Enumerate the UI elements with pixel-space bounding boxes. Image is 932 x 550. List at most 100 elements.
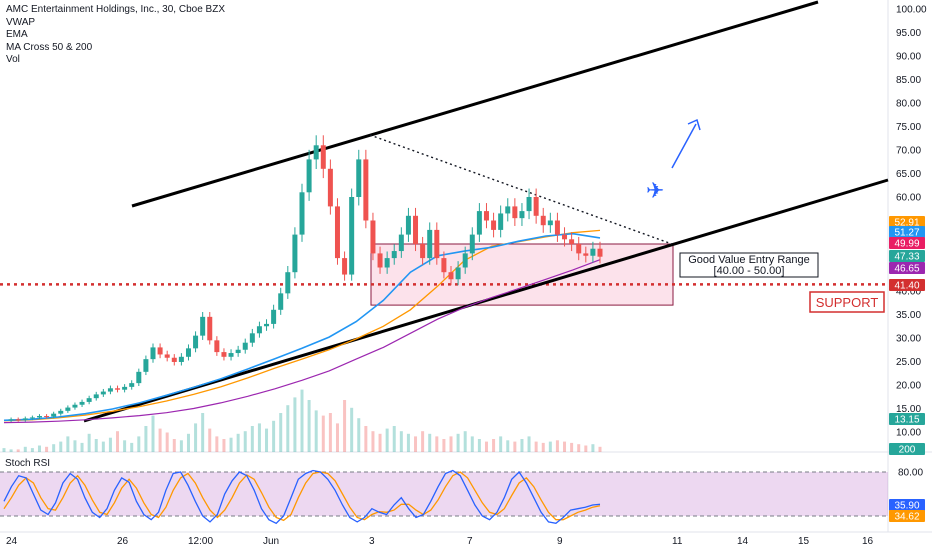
- stoch-rsi-badge: [889, 510, 925, 522]
- volume-bar: [570, 442, 574, 452]
- price-badge: [889, 226, 925, 238]
- price-badge-label: 13.15: [894, 415, 919, 426]
- candle-body: [285, 272, 291, 294]
- x-tick-label: 15: [798, 536, 810, 547]
- volume-bar: [378, 433, 382, 452]
- volume-bar: [477, 439, 481, 452]
- candle-body: [377, 253, 383, 268]
- candle-body: [157, 347, 163, 355]
- candle-body: [384, 258, 390, 268]
- volume-bar: [137, 436, 141, 452]
- stoch-rsi-tick: 80.00: [898, 468, 923, 479]
- stoch-rsi-badge-label: 35.90: [894, 501, 919, 512]
- price-badge-label: 46.65: [894, 264, 919, 275]
- legend-indicator-vol[interactable]: Vol: [6, 54, 20, 66]
- volume-bar: [449, 436, 453, 452]
- candle-body: [498, 213, 504, 230]
- entry-range-note-line2: [40.00 - 50.00]: [714, 265, 785, 277]
- candle-body: [306, 159, 312, 193]
- price-badge-label: 200: [899, 445, 916, 456]
- candle-body: [363, 159, 369, 221]
- price-badge-label: 51.27: [894, 228, 919, 239]
- price-badge-label: 47.33: [894, 252, 919, 263]
- price-badge: [889, 279, 925, 291]
- entry-range-note-line1: Good Value Entry Range: [688, 254, 809, 266]
- candle-body: [193, 335, 199, 349]
- volume-bar: [80, 442, 84, 452]
- volume-bar: [470, 436, 474, 452]
- candle-body: [469, 234, 475, 254]
- candle-body: [36, 416, 42, 418]
- volume-bar: [144, 426, 148, 452]
- volume-bar: [541, 442, 545, 452]
- legend-indicator-vwap[interactable]: VWAP: [6, 16, 36, 28]
- price-badge-label: 41.40: [894, 281, 919, 292]
- volume-bar: [456, 433, 460, 452]
- volume-bar: [364, 426, 368, 452]
- volume-bar: [101, 441, 105, 452]
- volume-bar: [492, 439, 496, 452]
- candle-body: [58, 410, 64, 414]
- candle-body: [164, 354, 170, 358]
- volume-bar: [335, 423, 339, 452]
- candle-body: [483, 211, 489, 221]
- ema-line: [3, 232, 601, 422]
- y-tick-label: 75.00: [896, 122, 921, 133]
- volume-bar: [73, 440, 77, 452]
- volume-bar: [257, 423, 261, 452]
- legend-indicator-ma-cross[interactable]: MA Cross 50 & 200: [6, 41, 93, 53]
- candle-body: [349, 197, 355, 275]
- volume-bar: [158, 428, 162, 452]
- upward-arrow-head: [687, 118, 701, 131]
- stoch-rsi-badge: [889, 499, 925, 511]
- candle-body: [590, 248, 596, 256]
- volume-bar: [236, 433, 240, 452]
- candle-body: [29, 417, 35, 419]
- y-tick-label: 80.00: [896, 99, 921, 110]
- volume-bar: [172, 439, 176, 452]
- candle-body: [313, 145, 319, 160]
- volume-bar: [37, 445, 41, 452]
- candle-body: [327, 168, 333, 207]
- y-tick-label: 95.00: [896, 28, 921, 39]
- stoch-rsi-title[interactable]: Stoch RSI: [5, 458, 51, 469]
- candle-body: [342, 258, 348, 275]
- volume-bar: [279, 413, 283, 452]
- volume-bar: [591, 444, 595, 452]
- volume-bar: [314, 410, 318, 452]
- candle-body: [8, 419, 14, 421]
- volume-bar: [392, 426, 396, 452]
- candle-body: [235, 349, 241, 354]
- volume-bar: [513, 441, 517, 452]
- volume-bar: [350, 407, 354, 452]
- y-tick-label: 90.00: [896, 52, 921, 63]
- entry-range-note-box: [679, 252, 819, 278]
- airplane-icon: ✈: [646, 179, 664, 204]
- candle-body: [72, 404, 78, 408]
- descending-resistance-line: [369, 134, 673, 245]
- support-label: SUPPORT: [816, 295, 879, 310]
- volume-bar: [435, 436, 439, 452]
- candle-body: [597, 248, 603, 257]
- volume-bar: [165, 432, 169, 452]
- volume-bar: [527, 436, 531, 452]
- volume-bar: [179, 440, 183, 452]
- volume-bar: [357, 418, 361, 452]
- candle-body: [533, 197, 539, 216]
- volume-bar: [343, 400, 347, 452]
- volume-bar: [94, 439, 98, 452]
- candle-body: [540, 215, 546, 226]
- stoch-rsi-badge-label: 34.62: [894, 512, 919, 523]
- volume-bar: [9, 449, 13, 452]
- legend-indicator-ema[interactable]: EMA: [6, 29, 28, 41]
- candle-body: [554, 220, 560, 235]
- volume-bar: [286, 405, 290, 452]
- candle-body: [476, 211, 482, 235]
- channel-lower-line: [83, 178, 889, 423]
- volume-bar: [484, 441, 488, 452]
- candle-body: [79, 401, 85, 405]
- volume-bar: [272, 420, 276, 452]
- volume-bar: [250, 426, 254, 452]
- candle-body: [391, 251, 397, 259]
